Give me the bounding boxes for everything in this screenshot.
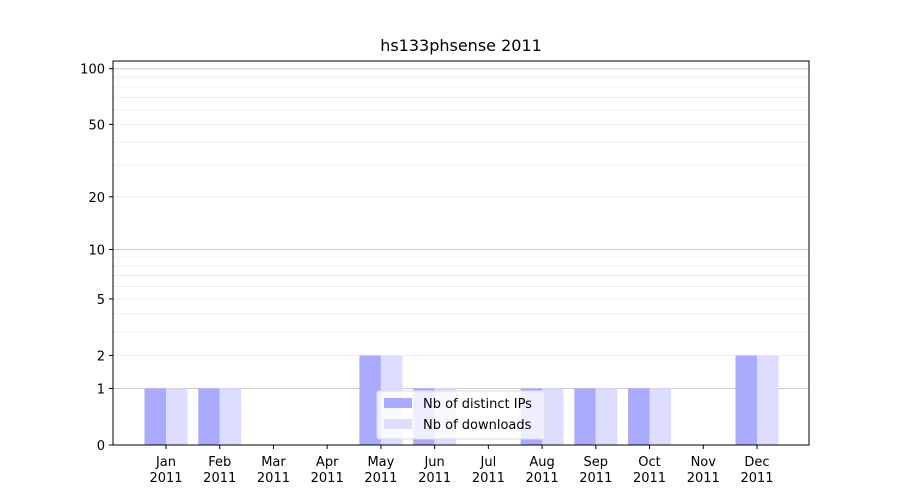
x-tick-label: Nov 2011 — [687, 455, 720, 486]
bar-distinct-ips — [198, 388, 220, 445]
bar-downloads — [757, 355, 779, 445]
bar-downloads — [649, 388, 672, 445]
x-tick-label: Apr 2011 — [311, 455, 344, 486]
x-tick-label: Mar 2011 — [257, 455, 290, 486]
y-tick-label: 1 — [97, 382, 105, 397]
bar-downloads — [542, 388, 564, 445]
y-tick-label: 10 — [88, 243, 105, 258]
legend-box — [376, 390, 545, 440]
legend-swatch-distinct-ips — [384, 398, 412, 408]
x-tick-label: Jan 2011 — [149, 455, 182, 486]
bar-distinct-ips — [144, 388, 166, 445]
x-tick-label: Jul 2011 — [472, 455, 505, 486]
chart-title: hs133phsense 2011 — [380, 36, 542, 55]
x-tick-label: Oct 2011 — [633, 455, 666, 486]
y-tick-label: 50 — [88, 118, 105, 133]
bar-distinct-ips — [735, 355, 757, 445]
bar-distinct-ips — [574, 388, 596, 445]
y-tick-label: 0 — [97, 439, 105, 454]
x-tick-label: Jun 2011 — [418, 455, 451, 486]
bar-downloads — [219, 388, 242, 445]
y-tick-label: 5 — [97, 293, 105, 308]
y-tick-label: 100 — [80, 63, 105, 78]
bar-downloads — [595, 388, 618, 445]
grid — [113, 68, 809, 389]
bar-distinct-ips — [359, 355, 381, 445]
y-tick-label: 20 — [88, 191, 105, 206]
bar-downloads — [166, 388, 188, 445]
legend-swatch-downloads — [384, 419, 412, 429]
legend-label-downloads: Nb of downloads — [423, 418, 532, 433]
legend-label-distinct-ips: Nb of distinct IPs — [423, 397, 532, 412]
y-tick-label: 2 — [97, 349, 105, 364]
legend: Nb of distinct IPs Nb of downloads — [376, 390, 545, 440]
x-tick-label: Feb 2011 — [203, 455, 236, 486]
x-axis: Jan 2011 Feb 2011 Mar 2011 Apr 2011 May 2011 Jun 20… — [149, 445, 774, 486]
plot-frame — [112, 60, 810, 446]
x-tick-label: Aug 2011 — [526, 455, 559, 486]
x-tick-label: Sep 2011 — [579, 455, 612, 486]
x-tick-label: Dec 2011 — [740, 455, 773, 486]
x-tick-label: May 2011 — [364, 455, 397, 486]
bar-distinct-ips — [628, 388, 650, 445]
y-axis: 0 1 2 5 10 20 50 100 — [80, 63, 113, 454]
